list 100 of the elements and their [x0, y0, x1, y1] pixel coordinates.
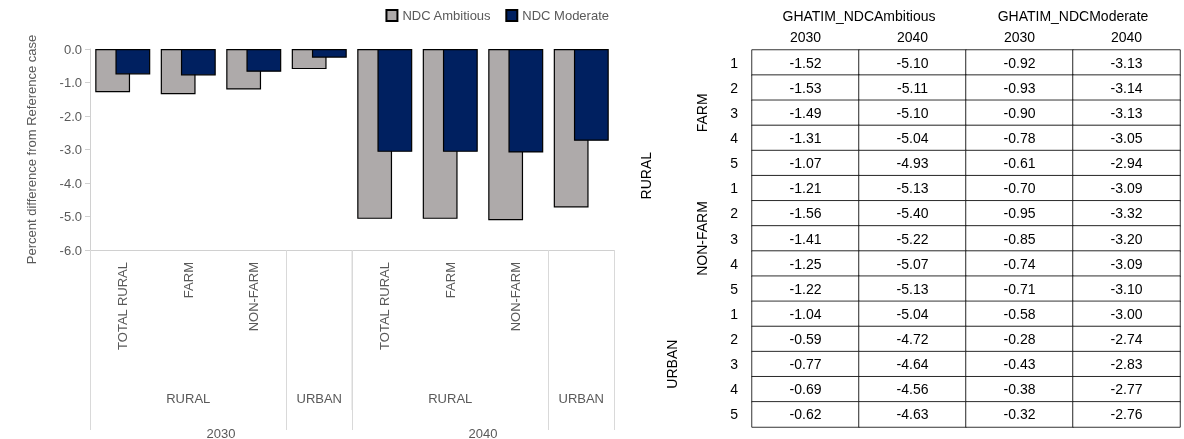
data-label: -2.76: [1110, 406, 1143, 423]
y-tick-label: -6.0: [59, 242, 82, 258]
y-tick-label: 2: [730, 79, 739, 96]
data-label: -1.31: [789, 129, 822, 146]
y-tick-label: 3: [730, 104, 739, 121]
y-tick-label: 3: [730, 356, 739, 373]
text: GHATIM_NDCModerate: [997, 8, 1149, 24]
data-label: -4.93: [896, 155, 929, 172]
data-label: -0.69: [789, 381, 822, 398]
data-label: -0.71: [1003, 280, 1036, 297]
data-label: -5.04: [896, 305, 929, 322]
y-tick-label: 5: [730, 155, 739, 172]
data-label: -0.70: [1003, 180, 1036, 197]
data-label: -1.07: [789, 155, 822, 172]
data-label: -0.74: [1003, 255, 1036, 272]
data-label: -5.04: [896, 129, 929, 146]
x-tick-label: 2040: [896, 29, 929, 45]
data-label: -0.58: [1003, 305, 1036, 322]
legend-label: NDC Moderate: [522, 8, 610, 23]
y-tick-label: 5: [730, 406, 739, 423]
data-label: -1.53: [789, 79, 822, 96]
data-label: -3.20: [1110, 230, 1143, 247]
data-label: -5.40: [896, 205, 929, 222]
data-label: -1.21: [789, 180, 822, 197]
y-tick-label: 4: [730, 381, 739, 398]
x-tick-label: 2030: [789, 29, 822, 45]
data-label: -0.77: [789, 356, 822, 373]
data-label: -1.04: [789, 305, 822, 322]
x-tick-label: NON-FARM: [508, 262, 524, 332]
data-label: -1.49: [789, 104, 822, 121]
x-tick-label: NON-FARM: [246, 262, 262, 332]
data-label: -2.94: [1110, 155, 1143, 172]
y-tick-label: 1: [730, 180, 739, 197]
data-label: -1.22: [789, 280, 822, 297]
y-tick-label: -2.0: [59, 108, 82, 124]
data-label: -0.78: [1003, 129, 1036, 146]
data-label: -5.11: [897, 79, 929, 96]
y-axis-title: Percent difference from Reference case: [24, 34, 39, 265]
data-label: -0.90: [1003, 104, 1036, 121]
data-label: -3.05: [1110, 129, 1143, 146]
y-tick-label: 2: [730, 331, 739, 348]
y-tick-label: 3: [730, 230, 739, 247]
y-tick-label: -5.0: [59, 209, 82, 224]
data-label: -3.13: [1110, 54, 1143, 71]
data-label: -0.95: [1003, 205, 1036, 222]
data-label: -0.32: [1003, 406, 1036, 423]
data-label: -5.10: [896, 104, 929, 121]
data-label: -4.72: [896, 331, 929, 348]
text: 2040: [468, 425, 498, 439]
y-tick-label: -4.0: [59, 175, 82, 191]
y-tick-label: -3.0: [59, 142, 82, 157]
data-label: -5.13: [896, 280, 929, 297]
text: URBAN: [664, 339, 680, 389]
data-label: -4.56: [896, 381, 929, 398]
data-label: -1.41: [789, 230, 822, 247]
text: GHATIM_NDCAmbitious: [782, 8, 936, 24]
data-label: -0.59: [789, 331, 822, 348]
y-tick-label: -1.0: [59, 75, 82, 90]
data-label: -2.83: [1110, 356, 1143, 373]
data-label: -2.77: [1110, 381, 1143, 398]
text: RURAL: [638, 151, 654, 200]
text: RURAL: [428, 390, 473, 406]
data-label: -0.62: [789, 406, 822, 423]
text: URBAN: [558, 390, 605, 406]
y-tick-label: 1: [730, 54, 739, 71]
data-label: -0.93: [1003, 79, 1036, 96]
x-tick-label: 2030: [1003, 29, 1036, 45]
data-label: -5.13: [896, 180, 929, 197]
text: RURAL: [166, 390, 211, 406]
data-label: -0.92: [1003, 54, 1036, 71]
data-label: -4.63: [896, 406, 929, 423]
data-label: -0.28: [1003, 331, 1036, 348]
x-tick-label: TOTAL RURAL: [377, 262, 393, 350]
x-tick-label: 2040: [1110, 29, 1143, 45]
data-label: -0.38: [1003, 381, 1036, 398]
data-label: -0.85: [1003, 230, 1036, 247]
data-label: -5.10: [896, 54, 929, 71]
y-tick-label: 4: [730, 129, 739, 146]
data-label: -1.25: [789, 255, 822, 272]
data-label: -3.14: [1110, 79, 1143, 96]
data-label: -3.13: [1110, 104, 1143, 121]
data-label: -5.07: [896, 255, 929, 272]
data-label: -3.09: [1110, 180, 1143, 197]
data-label: -1.56: [789, 205, 822, 222]
y-tick-label: 1: [730, 305, 739, 322]
data-label: -5.22: [896, 230, 929, 247]
data-label: -3.00: [1110, 305, 1143, 322]
y-tick-label: 0.0: [63, 41, 82, 57]
x-tick-label: FARM: [442, 262, 458, 299]
data-label: -4.64: [896, 356, 929, 373]
x-tick-label: FARM: [180, 262, 196, 299]
data-label: -3.10: [1110, 280, 1143, 297]
y-tick-label: 4: [730, 255, 739, 272]
y-tick-label: 2: [730, 205, 739, 222]
data-label: -0.43: [1003, 356, 1036, 373]
text: URBAN: [296, 390, 343, 406]
data-label: -0.61: [1003, 155, 1036, 172]
data-label: -3.09: [1110, 255, 1143, 272]
text: FARM: [694, 93, 710, 133]
data-label: -3.32: [1110, 205, 1143, 222]
